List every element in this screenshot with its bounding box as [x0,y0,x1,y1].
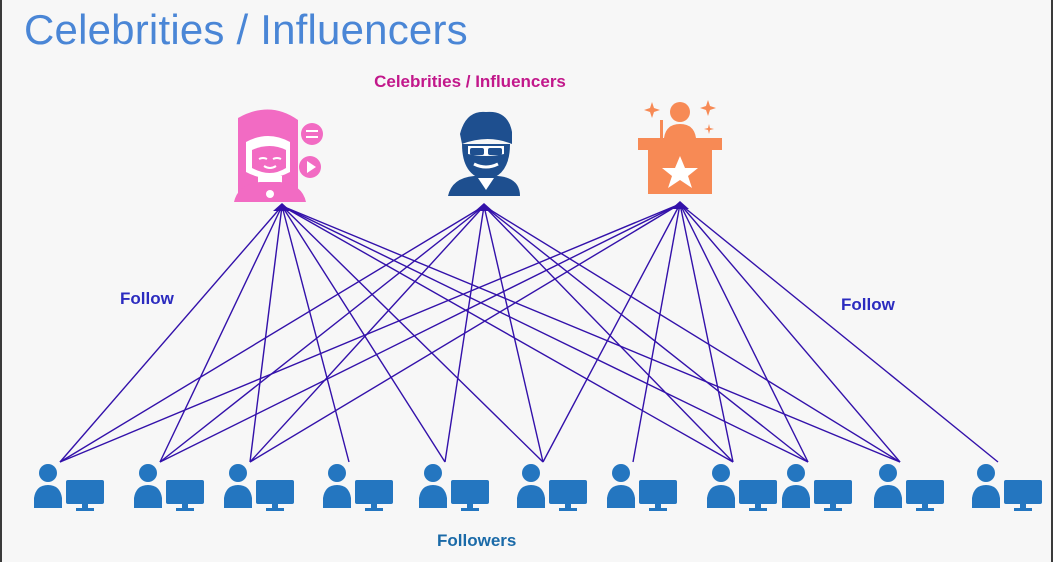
user-computer-icon [224,464,294,511]
follow-edge [281,205,350,463]
follow-edge [281,205,734,463]
follow-edge [249,205,283,463]
follow-edge [679,203,999,463]
female-influencer-icon [234,109,323,202]
bearded-man-sunglasses-icon [448,111,520,196]
follow-edge [249,203,681,463]
follow-edge [483,205,544,463]
follow-edge [281,205,901,463]
follow-edge [483,205,809,463]
follow-edge [542,203,681,463]
follow-edge [59,205,485,463]
follow-edge [679,203,809,463]
user-computer-icon [517,464,587,511]
follow-edge [679,203,734,463]
arrowhead [475,203,493,211]
user-computer-icon [972,464,1042,511]
user-computer-icon [782,464,852,511]
edges-group [59,201,999,463]
followers-label: Followers [437,531,517,550]
follow-edge [159,203,681,463]
frame-right-border [1051,0,1053,562]
follow-edge [679,203,901,463]
follow-edge [159,205,283,463]
celebrities-label: Celebrities / Influencers [374,72,566,91]
user-computer-icon [874,464,944,511]
follow-edge [483,205,734,463]
arrowhead [273,203,291,211]
follow-edge [281,205,809,463]
follow-edge [59,205,283,463]
followers-row [34,464,1042,511]
user-computer-icon [134,464,204,511]
page-title: Celebrities / Influencers [24,6,468,53]
follow-edge [281,205,544,463]
follow-edge [281,205,446,463]
arrowhead [671,201,689,209]
user-computer-icon [707,464,777,511]
user-computer-icon [323,464,393,511]
follow-edge [483,205,901,463]
speaker-podium-star-icon [638,100,722,194]
user-computer-icon [419,464,489,511]
follow-label-left: Follow [120,289,174,308]
follow-edge [159,205,485,463]
frame-left-border [0,0,2,562]
user-computer-icon [607,464,677,511]
follow-edge [632,203,681,463]
follow-edge [59,203,681,463]
user-computer-icon [34,464,104,511]
follow-label-right: Follow [841,295,895,314]
